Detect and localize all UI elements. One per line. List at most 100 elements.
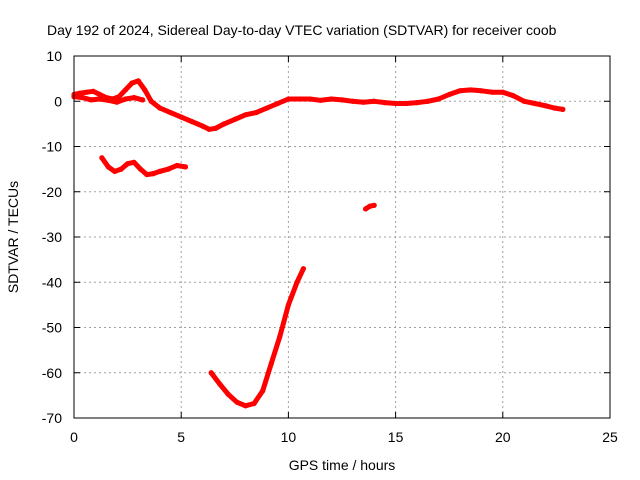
- data-point: [167, 109, 174, 116]
- data-point: [189, 119, 195, 125]
- data-point: [232, 116, 238, 122]
- x-tick-label: 25: [602, 429, 618, 445]
- data-point: [144, 171, 150, 178]
- data-point: [339, 97, 345, 103]
- data-point: [90, 88, 96, 94]
- data-point: [178, 114, 184, 120]
- x-tick-label: 20: [495, 429, 511, 445]
- data-point: [165, 166, 171, 172]
- data-point: [118, 166, 124, 172]
- data-point: [206, 126, 212, 132]
- data-point: [414, 100, 420, 106]
- data-point: [403, 100, 409, 107]
- data-point: [105, 164, 111, 170]
- data-point: [148, 98, 154, 104]
- data-point: [551, 105, 557, 111]
- data-point: [157, 168, 163, 174]
- data-point: [521, 98, 527, 104]
- y-tick-label: 0: [54, 93, 62, 109]
- grid-lines: [74, 56, 610, 418]
- x-axis-label: GPS time / hours: [289, 457, 396, 473]
- data-point: [300, 266, 307, 272]
- data-point: [97, 91, 103, 98]
- x-tick-label: 10: [281, 429, 297, 445]
- data-point: [296, 96, 302, 102]
- data-point: [157, 105, 163, 111]
- data-point: [268, 361, 274, 367]
- data-point: [182, 164, 189, 170]
- data-series: [71, 78, 566, 409]
- data-point: [328, 96, 334, 102]
- data-point: [489, 89, 495, 95]
- data-point: [122, 96, 129, 102]
- data-point: [105, 97, 111, 103]
- data-point: [510, 93, 517, 99]
- data-point: [125, 161, 131, 167]
- data-point: [532, 100, 538, 107]
- y-tick-label: -20: [42, 184, 62, 200]
- y-tick-label: -10: [42, 139, 62, 155]
- data-point: [200, 123, 206, 129]
- data-point: [97, 96, 103, 102]
- data-point: [234, 399, 240, 405]
- data-point: [543, 103, 549, 109]
- data-point: [362, 206, 369, 212]
- data-point: [446, 91, 452, 98]
- x-tick-label: 5: [177, 429, 185, 445]
- data-point: [350, 98, 356, 104]
- data-point: [225, 391, 231, 398]
- data-point: [457, 88, 463, 94]
- data-point: [264, 105, 270, 111]
- x-tick-label: 0: [70, 429, 78, 445]
- data-point: [140, 97, 146, 103]
- data-point: [131, 95, 137, 101]
- data-point: [242, 112, 249, 118]
- data-point: [382, 100, 388, 106]
- data-point: [221, 121, 227, 127]
- data-point: [122, 87, 129, 93]
- data-point: [84, 89, 90, 95]
- data-point: [260, 388, 266, 394]
- data-point: [242, 403, 249, 409]
- data-point: [285, 302, 291, 308]
- y-tick-label: -50: [42, 320, 62, 336]
- y-tick-label: -30: [42, 229, 62, 245]
- series-deep-arc: [208, 266, 306, 409]
- data-point: [251, 400, 257, 407]
- data-point: [294, 279, 300, 285]
- data-point: [174, 162, 180, 169]
- data-point: [360, 99, 367, 105]
- data-point: [435, 96, 442, 102]
- data-point: [137, 166, 144, 172]
- data-point: [275, 100, 281, 107]
- data-point: [116, 94, 122, 100]
- data-point: [425, 98, 431, 104]
- y-axis-label: SDTVAR / TECUs: [5, 181, 21, 293]
- data-point: [371, 98, 377, 104]
- data-point: [367, 203, 373, 209]
- data-point: [135, 78, 141, 84]
- data-point: [114, 99, 120, 105]
- data-point: [500, 89, 506, 95]
- data-point: [277, 333, 283, 340]
- x-tick-label: 15: [388, 429, 404, 445]
- data-point: [393, 100, 399, 107]
- data-point: [208, 370, 214, 376]
- y-tick-label: 10: [46, 48, 62, 64]
- data-point: [99, 155, 105, 161]
- data-point: [131, 159, 137, 165]
- data-point: [307, 96, 313, 102]
- data-point: [371, 202, 377, 208]
- data-point: [212, 125, 219, 131]
- data-point: [217, 381, 223, 387]
- y-tick-label: -70: [42, 410, 62, 426]
- data-point: [112, 168, 118, 174]
- y-tick-label: -60: [42, 365, 62, 381]
- data-point: [129, 80, 135, 86]
- data-point: [253, 109, 259, 116]
- data-point: [88, 97, 94, 103]
- data-point: [560, 106, 566, 112]
- data-point: [478, 88, 484, 94]
- chart-title: Day 192 of 2024, Sidereal Day-to-day VTE…: [47, 22, 557, 38]
